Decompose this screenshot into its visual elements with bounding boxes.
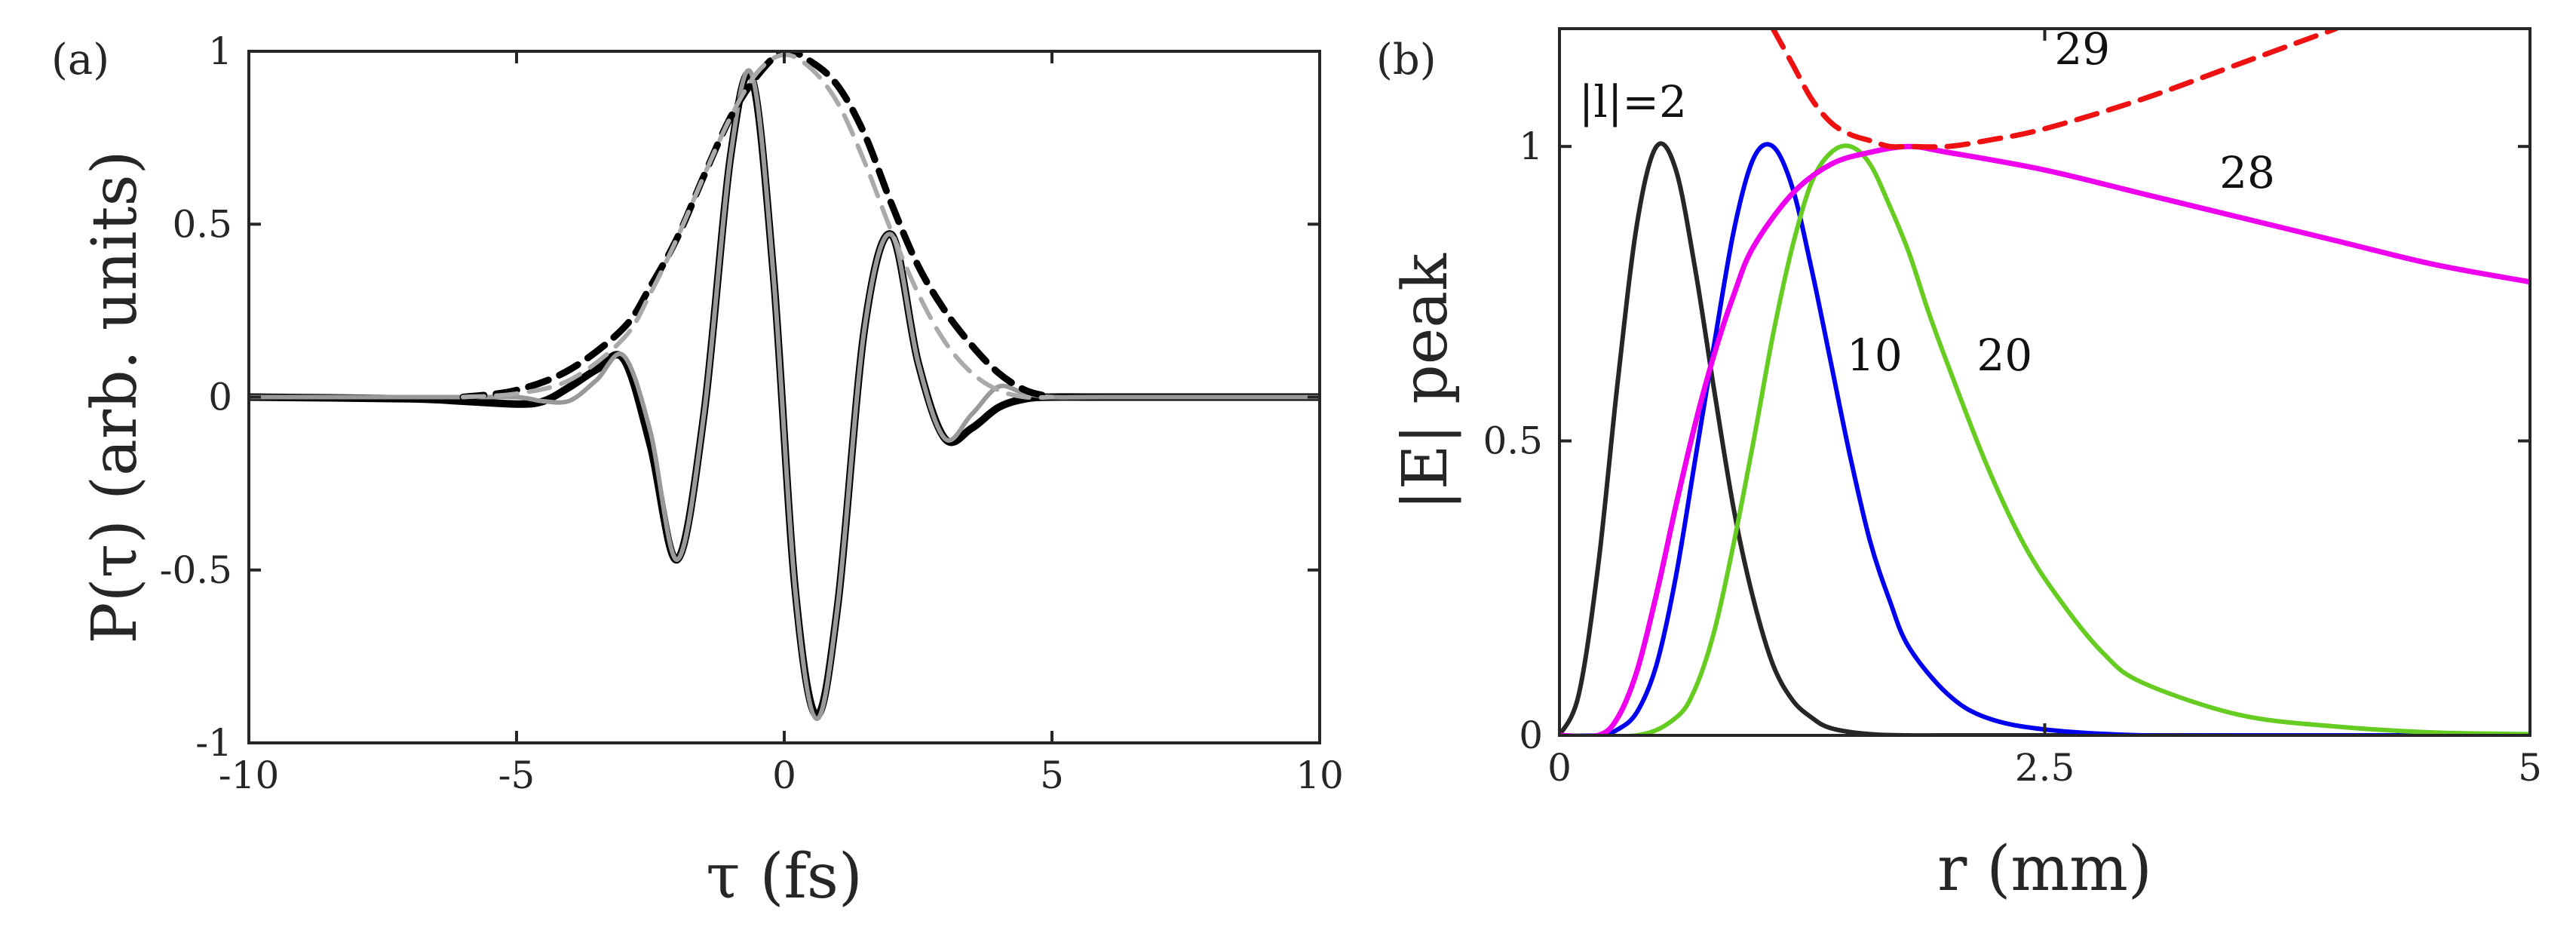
panel-a-series-line-3 [459,51,1056,400]
panel-b-x-tick-label: 0 [1547,746,1572,790]
panel-a-y-tick-label: -0.5 [160,548,232,592]
panel-b-y-tick-label: 1 [1519,124,1543,168]
panel-a-y-tick-label: 0 [208,376,232,419]
panel-b-label: (b) [1376,35,1437,84]
panel-a-series-line-2 [249,68,1320,721]
panel-a-series-group [249,51,1320,721]
panel-a-x-tick-label: 5 [1040,753,1064,797]
panel-a-x-tick-label: 10 [1296,753,1344,797]
panel-a-y-tick-label: -1 [195,721,232,765]
panel-b-y-tick-label: 0.5 [1483,419,1543,463]
panel-b-x-axis-label: r (mm) [1937,833,2152,905]
panel-b-annotation: 28 [2219,147,2275,198]
panel-a-x-axis-label: τ (fs) [706,841,863,913]
panel-a: (a) -10 -5 0 5 10 -1 -0.5 0 0.5 1 τ (fs) P(τ) (ar… [51,29,1344,913]
panel-b-x-tick-label: 5 [2518,746,2542,790]
panel-a-y-tick-label: 1 [208,29,232,73]
panel-b-y-axis-label: |E| peak [1390,253,1461,511]
panel-a-ticks-group: -10 -5 0 5 10 -1 -0.5 0 0.5 1 [160,29,1344,797]
panel-b-series-line-2 [1559,142,2530,735]
panel-b-annotations-group: |l|=2 29 28 10 20 [1579,23,2275,381]
panel-b-ticks-group: 0 2.5 5 0 0.5 1 [1483,29,2542,790]
panel-b-annotation: |l|=2 [1579,76,1687,127]
panel-a-series-line-4 [461,52,1054,400]
panel-b-series-line-3 [1559,143,2530,735]
panel-a-x-tick-label: 0 [772,753,796,797]
panel-a-x-tick-label: -10 [219,753,280,797]
panel-b-y-tick-label: 0 [1519,713,1543,757]
panel-a-x-tick-label: -5 [498,753,535,797]
panel-b: (b) 0 2.5 5 0 0.5 1 |l|=2 29 28 10 20 r (mm) |E| … [1376,23,2542,905]
panel-b-series-line-1 [1559,141,2530,735]
panel-b-x-tick-label: 2.5 [2015,746,2075,790]
panel-b-annotation: 10 [1847,330,1903,381]
panel-b-annotation: 29 [2054,23,2110,75]
panel-a-y-tick-label: 0.5 [172,202,232,246]
panel-a-label: (a) [51,35,109,84]
panel-a-y-axis-label: P(τ) (arb. units) [79,150,151,643]
panel-b-series-group [1559,29,2530,735]
panel-b-series-line-4 [1559,143,2530,735]
panel-b-annotation: 20 [1976,330,2032,381]
